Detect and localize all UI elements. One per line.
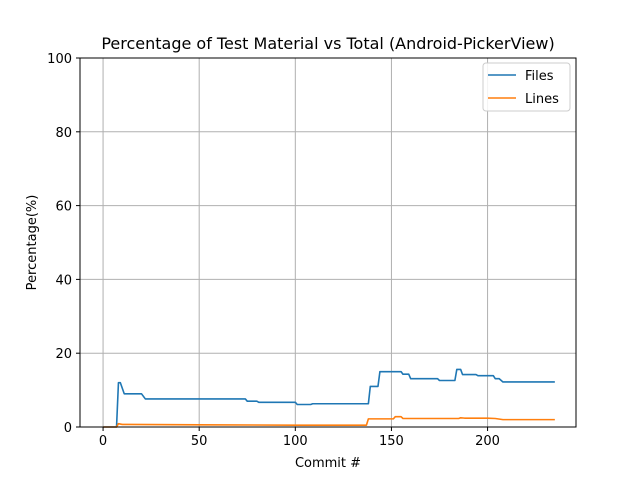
x-tick-label: 150 [379, 434, 404, 449]
legend-label: Files [525, 69, 554, 84]
x-tick-label: 200 [475, 434, 500, 449]
y-tick-label: 80 [55, 126, 72, 141]
x-tick-label: 50 [191, 434, 208, 449]
series-line-files [103, 368, 555, 428]
plot-frame [79, 57, 577, 428]
x-tick-label: 0 [99, 434, 107, 449]
y-axis-label: Percentage(%) [25, 195, 40, 291]
x-tick-label: 100 [283, 434, 308, 449]
legend-label: Lines [525, 92, 559, 107]
series-group [103, 368, 555, 428]
y-tick-label: 60 [55, 200, 72, 215]
y-tick-label: 20 [55, 347, 72, 362]
y-tick-label: 0 [64, 421, 72, 436]
series-line-lines [103, 415, 555, 428]
legend: Files Lines [482, 62, 571, 112]
ticks: 0 50 100 150 200 0 20 40 60 80 100 [47, 52, 500, 449]
chart-title: Percentage of Test Material vs Total (An… [101, 34, 554, 53]
y-tick-label: 40 [55, 273, 72, 288]
x-axis-label: Commit # [295, 456, 361, 471]
y-tick-label: 100 [47, 52, 72, 67]
